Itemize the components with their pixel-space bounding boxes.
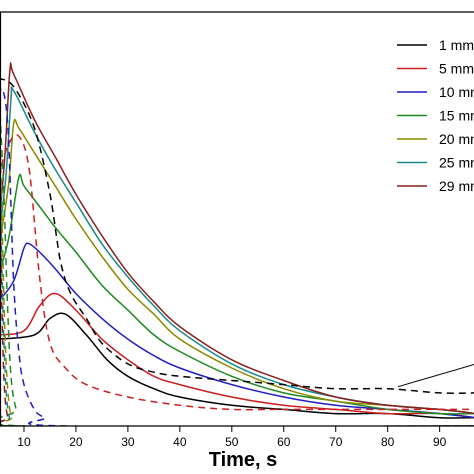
dashed-series-line-5 — [0, 111, 474, 426]
series-line-5mm — [0, 292, 474, 419]
legend: 1 mm 5 mm 10 mm 15 mm 20 mm 25 mm 29 mm — [397, 37, 474, 194]
series-line-15mm — [0, 173, 474, 415]
x-tick-label: 30 — [121, 435, 135, 449]
dashed-series-line-4 — [0, 100, 474, 426]
x-tick-label: 50 — [225, 435, 239, 449]
x-tick-label: 10 — [17, 435, 31, 449]
dashed-series-line-7 — [0, 138, 474, 426]
x-tick-label: 90 — [433, 435, 447, 449]
x-tick-label: 70 — [329, 435, 343, 449]
legend-label: 29 mm — [439, 178, 474, 194]
x-axis-ticks: 10 20 30 40 50 60 70 80 90 — [17, 426, 447, 449]
series-line-10mm — [0, 242, 474, 419]
x-tick-label: 80 — [381, 435, 395, 449]
x-axis-title: Time, s — [209, 449, 278, 471]
x-tick-label: 40 — [173, 435, 187, 449]
plot-lines — [0, 62, 474, 426]
legend-label: 15 mm — [439, 108, 474, 124]
annotations — [397, 363, 474, 388]
legend-label: 1 mm — [439, 37, 474, 53]
x-tick-label: 20 — [69, 435, 83, 449]
legend-label: 10 mm — [439, 84, 474, 100]
series-line-25mm — [0, 86, 474, 415]
legend-label: 20 mm — [439, 131, 474, 147]
plot-frame — [0, 11, 474, 427]
legend-label: 5 mm — [439, 61, 474, 77]
dashed-series-line-3 — [0, 87, 474, 426]
dashed-series-line-2 — [0, 134, 474, 411]
legend-label: 25 mm — [439, 155, 474, 171]
series-line-20mm — [0, 118, 474, 415]
series-line-1mm — [0, 312, 474, 419]
dashed-series-line-1 — [0, 78, 474, 394]
series-line-29mm — [0, 62, 474, 415]
x-tick-label: 60 — [277, 435, 291, 449]
annotation-pointer-line — [397, 363, 474, 388]
